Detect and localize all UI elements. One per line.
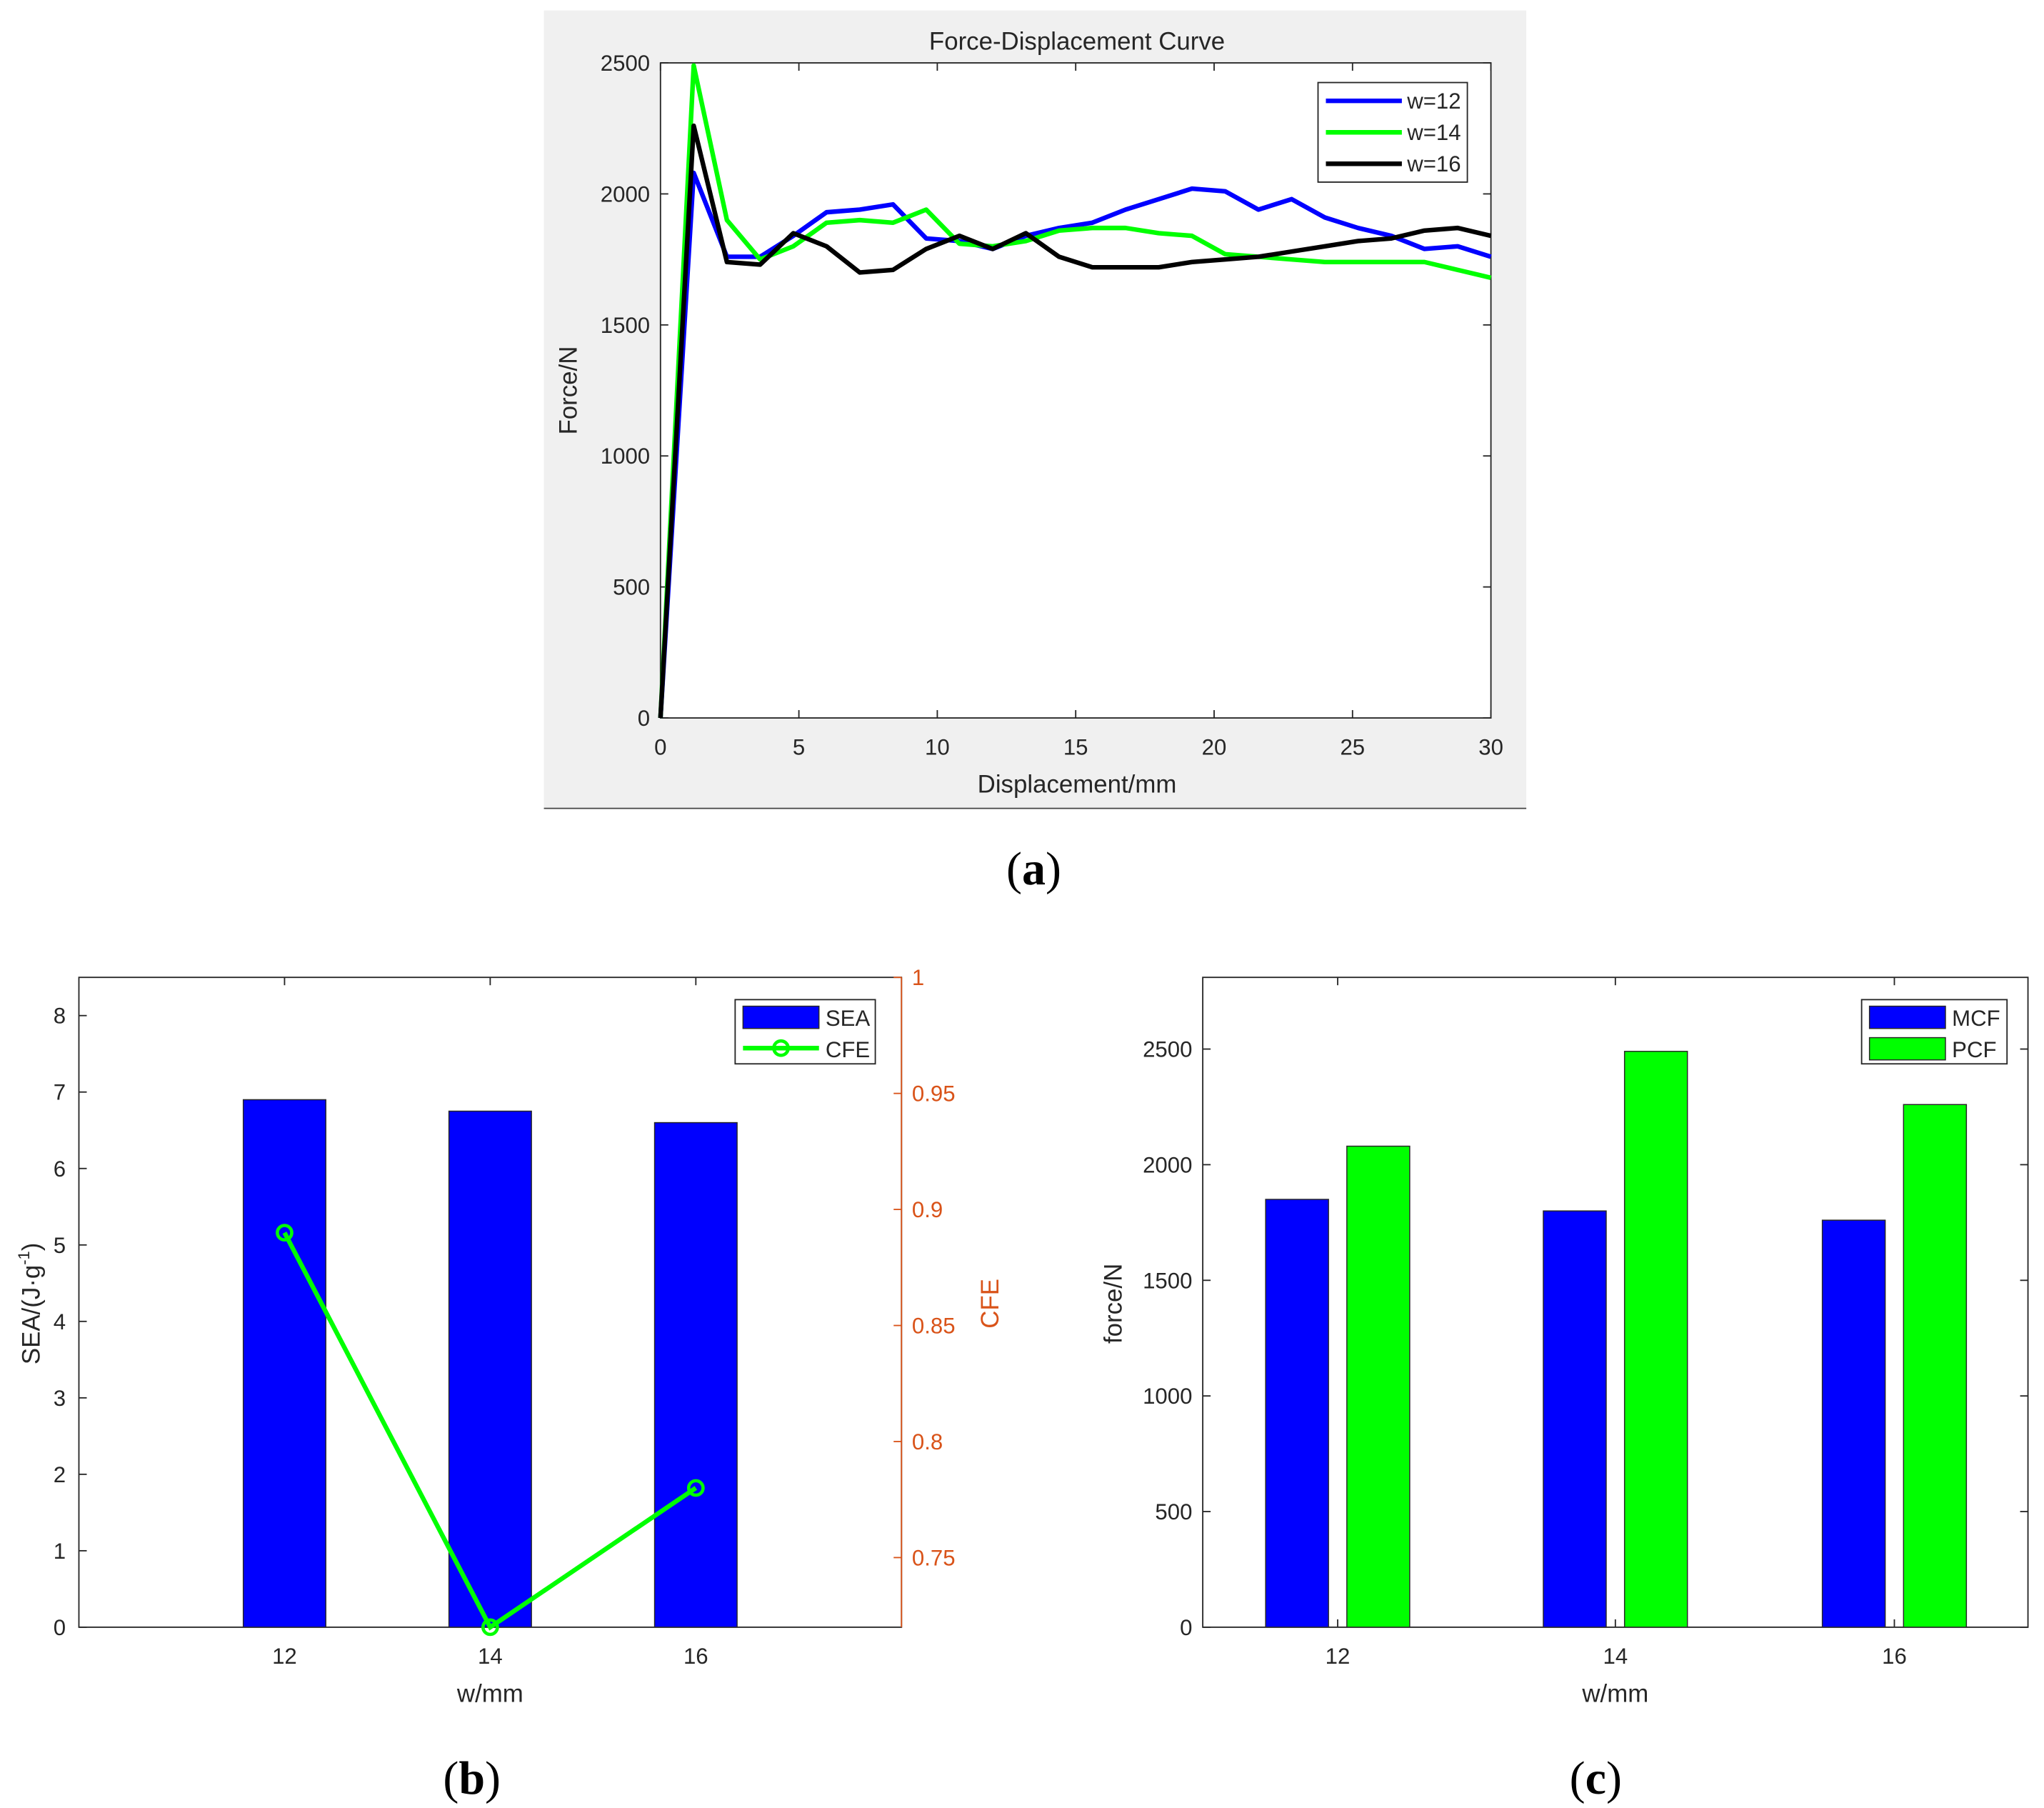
legend-label: SEA — [826, 1006, 871, 1031]
y-tick-label: 1000 — [601, 444, 650, 469]
x-tick-label: 15 — [1063, 734, 1088, 759]
y-tick-label: 1 — [54, 1539, 66, 1564]
bar-mcf — [1265, 1199, 1329, 1628]
y-axis-label: SEA/(J·g-1) — [15, 1243, 46, 1365]
bar-pcf — [1623, 1051, 1688, 1628]
chart-title: Force-Displacement Curve — [929, 28, 1225, 56]
series-line-w=16 — [658, 123, 1492, 719]
y-tick-label: 4 — [54, 1309, 66, 1334]
legend-swatch-mcf — [1868, 1005, 1946, 1029]
legend-marker-cfe — [772, 1039, 790, 1057]
y-tick-label: 1500 — [1143, 1268, 1192, 1293]
panel-label-c: (c) — [1570, 1752, 1622, 1804]
y-axis-label-end: ) — [17, 1243, 45, 1252]
series-line-w=12 — [658, 170, 1492, 719]
y-tick-label: 2 — [54, 1462, 66, 1487]
legend-swatch-pcf — [1868, 1037, 1946, 1061]
y2-tick-label: 0.9 — [912, 1197, 943, 1222]
x-axis-label: Displacement/mm — [978, 771, 1177, 799]
chart-force-displacement: 0 5 10 15 20 25 30 0 500 1000 1500 2000 2500 Force-Di… — [543, 10, 1527, 809]
x-tick-label: 12 — [1326, 1644, 1351, 1669]
legend: SEA CFE — [734, 999, 876, 1065]
bar-sea — [653, 1122, 738, 1628]
legend-label: w=16 — [1406, 151, 1461, 176]
chart-mcf-pcf: 0 500 1000 1500 2000 2500 12 14 16 w/mm force/N MCF… — [1099, 977, 2029, 1707]
y-tick-label: 500 — [1155, 1499, 1192, 1524]
y-tick-label: 1000 — [1143, 1384, 1192, 1409]
y-axis-label: force/N — [1099, 1264, 1127, 1344]
bar-mcf — [1543, 1210, 1607, 1628]
legend-label: PCF — [1952, 1037, 1996, 1062]
y-axis-label-sup: -1 — [15, 1251, 33, 1265]
bar-pcf — [1346, 1145, 1411, 1628]
y2-tick-label: 0.8 — [912, 1429, 943, 1454]
y-axis-label-main: SEA/(J·g — [17, 1265, 45, 1364]
bar-sea — [242, 1099, 326, 1628]
y-tick-label: 8 — [54, 1004, 66, 1029]
y-axis-label: Force/N — [554, 346, 582, 435]
y-tick-label: 3 — [54, 1386, 66, 1411]
y2-tick-label: 0.85 — [912, 1314, 956, 1339]
y-tick-label: 1500 — [601, 313, 650, 338]
x-tick-label: 20 — [1202, 734, 1227, 759]
y-tick-label: 500 — [613, 575, 650, 600]
legend-label: w=12 — [1406, 89, 1461, 114]
legend: w=12 w=14 w=16 — [1317, 81, 1468, 183]
y-tick-label: 2000 — [601, 181, 650, 206]
x-tick-label: 30 — [1478, 734, 1503, 759]
bar-pcf — [1903, 1104, 1968, 1628]
y-tick-label: 2000 — [1143, 1152, 1192, 1177]
legend-label: CFE — [826, 1037, 870, 1062]
y-tick-label: 7 — [54, 1080, 66, 1105]
plot-area — [1202, 977, 2029, 1628]
cfe-marker — [686, 1479, 705, 1497]
y2-tick-label: 0.75 — [912, 1545, 956, 1570]
y-tick-label: 0 — [54, 1615, 66, 1640]
x-tick-label: 0 — [654, 734, 666, 759]
y-tick-label: 2500 — [601, 51, 650, 76]
series-line-w=14 — [658, 63, 1492, 719]
y2-axis-label: CFE — [976, 1279, 1004, 1329]
x-tick-label: 16 — [1882, 1644, 1907, 1669]
legend: MCF PCF — [1860, 999, 2008, 1065]
y-tick-label: 0 — [638, 706, 650, 731]
x-tick-label: 14 — [478, 1644, 503, 1669]
cfe-marker — [481, 1618, 499, 1637]
y-tick-label: 5 — [54, 1233, 66, 1258]
y2-tick-label: 1 — [912, 965, 924, 990]
x-tick-label: 14 — [1603, 1644, 1628, 1669]
x-tick-label: 25 — [1340, 734, 1365, 759]
cfe-marker — [276, 1224, 294, 1242]
x-tick-label: 16 — [683, 1644, 708, 1669]
bar-mcf — [1821, 1219, 1886, 1628]
legend-swatch-sea — [742, 1005, 820, 1029]
y-tick-label: 2500 — [1143, 1037, 1192, 1062]
legend-label: MCF — [1952, 1006, 2000, 1031]
series-line-cfe — [282, 1232, 698, 1631]
legend-label: w=14 — [1406, 120, 1461, 145]
y-tick-label: 0 — [1180, 1615, 1192, 1640]
x-tick-label: 10 — [925, 734, 950, 759]
panel-label-a: (a) — [1006, 843, 1061, 895]
panel-label-b: (b) — [443, 1752, 501, 1804]
x-axis-label: w/mm — [1581, 1679, 1648, 1707]
x-axis-label: w/mm — [456, 1679, 523, 1707]
bar-sea — [448, 1110, 532, 1628]
y2-tick-label: 0.95 — [912, 1082, 956, 1107]
x-tick-label: 5 — [793, 734, 805, 759]
y-tick-label: 6 — [54, 1157, 66, 1182]
x-tick-label: 12 — [272, 1644, 297, 1669]
